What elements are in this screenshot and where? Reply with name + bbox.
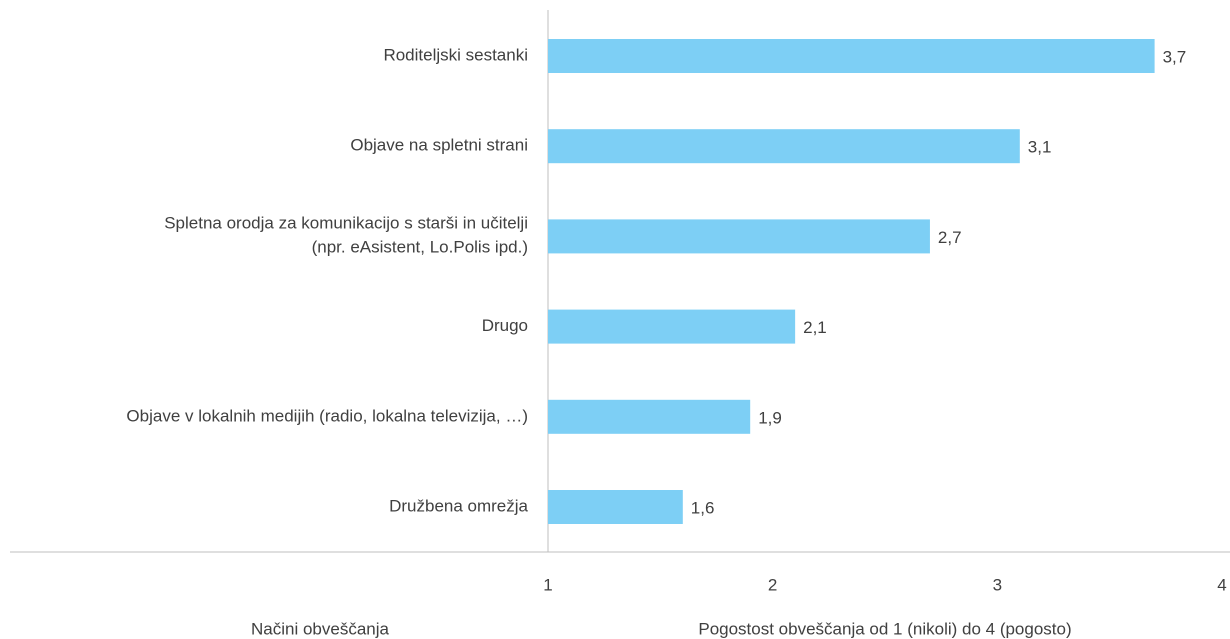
value-label: 3,7: [1163, 47, 1187, 66]
x-axis-title: Pogostost obveščanja od 1 (nikoli) do 4 …: [698, 619, 1071, 638]
category-label: Roditeljski sestanki: [383, 45, 528, 64]
bar: [548, 39, 1155, 73]
x-tick-label: 2: [768, 575, 777, 594]
value-label: 3,1: [1028, 138, 1052, 157]
x-tick-label: 1: [543, 575, 552, 594]
bar: [548, 309, 796, 344]
category-label: Drugo: [482, 316, 528, 335]
bar: [548, 399, 751, 434]
value-label: 2,7: [938, 228, 962, 247]
value-label: 1,6: [691, 498, 715, 517]
category-label: Objave na spletni strani: [350, 136, 528, 155]
bar: [548, 129, 1020, 164]
category-label: Objave v lokalnih medijih (radio, lokaln…: [126, 406, 528, 425]
bar: [548, 490, 683, 524]
x-tick-label: 3: [993, 575, 1002, 594]
y-axis-title: Načini obveščanja: [251, 619, 390, 638]
x-tick-label: 4: [1217, 575, 1226, 594]
category-label: Spletna orodja za komunikacijo s starši …: [164, 214, 528, 257]
value-label: 2,1: [803, 318, 827, 337]
bar: [548, 219, 930, 254]
category-label: Družbena omrežja: [389, 496, 528, 515]
value-label: 1,9: [758, 408, 782, 427]
